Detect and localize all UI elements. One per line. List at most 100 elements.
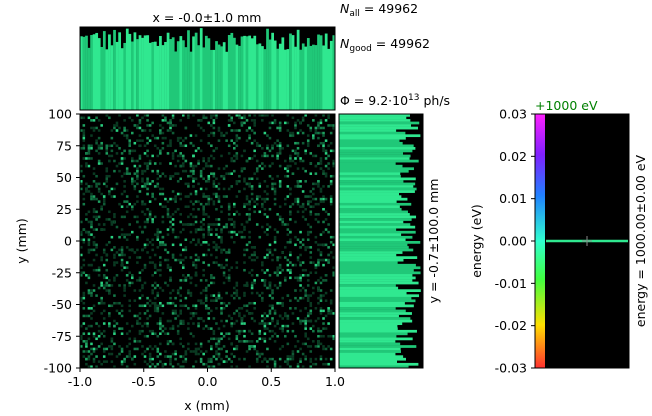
heatmap-pixel <box>220 205 223 208</box>
heatmap-pixel <box>110 154 114 158</box>
top-histogram-bar <box>199 28 203 111</box>
heatmap-pixel <box>169 177 172 181</box>
heatmap-pixel <box>319 289 323 292</box>
heatmap-pixel <box>153 271 157 275</box>
heatmap-pixel <box>299 261 302 264</box>
side-histogram-bar <box>339 291 407 295</box>
heatmap-pixel <box>169 141 172 145</box>
heatmap-pixel <box>220 154 223 158</box>
heatmap-pixel <box>319 357 323 361</box>
heatmap-pixel <box>179 152 182 155</box>
heatmap-pixel <box>153 304 157 308</box>
heatmap-pixel <box>238 180 241 183</box>
heatmap-pixel <box>278 141 282 145</box>
heatmap-pixel <box>82 136 86 140</box>
heatmap-pixel <box>153 345 157 348</box>
heatmap-pixel <box>215 322 218 325</box>
heatmap-pixel <box>100 299 103 302</box>
side-histogram-bar <box>339 307 396 310</box>
heatmap-pixel <box>184 136 188 140</box>
heatmap-pixel <box>327 167 330 170</box>
heatmap-pixel <box>95 141 98 145</box>
heatmap-pixel <box>189 164 193 168</box>
heatmap-pixel <box>100 144 103 148</box>
heatmap-pixel <box>123 126 126 130</box>
heatmap-pixel <box>304 207 307 211</box>
heatmap-pixel <box>243 116 246 120</box>
heatmap-pixel <box>286 360 290 363</box>
heatmap-pixel <box>166 284 170 287</box>
heatmap-pixel <box>153 197 157 201</box>
heatmap-pixel <box>194 164 198 168</box>
heatmap-pixel <box>220 266 223 269</box>
heatmap-pixel <box>329 141 333 145</box>
heatmap-pixel <box>159 263 162 267</box>
heatmap-pixel <box>82 174 86 178</box>
heatmap-pixel <box>146 136 149 140</box>
heatmap-pixel <box>125 129 129 132</box>
heatmap-pixel <box>169 139 172 142</box>
heatmap-pixel <box>148 329 152 333</box>
heatmap-pixel <box>92 172 96 175</box>
heatmap-pixel <box>136 167 139 170</box>
side-histogram-bar <box>339 243 408 247</box>
heatmap-pixel <box>220 347 223 351</box>
heatmap-pixel <box>263 154 267 158</box>
heatmap-pixel <box>220 307 223 310</box>
heatmap-pixel <box>80 299 83 302</box>
side-histogram <box>338 113 424 369</box>
heatmap-pixel <box>108 174 111 178</box>
heatmap-pixel <box>199 342 203 346</box>
heatmap-pixel <box>97 329 101 333</box>
heatmap-pixel <box>268 149 272 153</box>
heatmap-pixel <box>108 314 111 318</box>
heatmap-pixel <box>238 340 241 343</box>
heatmap-pixel <box>90 365 93 368</box>
heatmap-pixel <box>235 309 239 313</box>
heatmap-pixel <box>212 172 216 175</box>
heatmap-pixel <box>153 286 157 290</box>
heatmap-pixel <box>176 329 180 333</box>
side-histogram-bar <box>339 152 403 155</box>
heatmap-pixel <box>156 233 160 236</box>
heatmap-pixel <box>113 294 116 297</box>
heatmap-pixel <box>227 301 231 305</box>
heatmap-pixel <box>222 266 226 269</box>
heatmap-pixel <box>174 296 177 300</box>
heatmap-pixel <box>238 332 241 335</box>
heatmap-pixel <box>97 200 101 203</box>
heatmap-pixel <box>161 147 165 150</box>
heatmap-pixel <box>169 119 172 122</box>
heatmap-pixel <box>215 357 218 361</box>
heatmap-pixel <box>133 185 137 188</box>
heatmap-pixel <box>289 355 292 358</box>
heatmap-pixel <box>87 185 91 188</box>
heatmap-pixel <box>156 177 160 181</box>
heatmap-pixel <box>131 274 134 277</box>
heatmap-pixel <box>276 334 279 338</box>
heatmap-pixel <box>261 225 264 229</box>
heatmap-pixel <box>136 322 139 325</box>
heatmap-pixel <box>227 276 231 280</box>
heatmap-pixel <box>227 274 231 277</box>
heatmap-pixel <box>159 332 162 335</box>
heatmap-pixel <box>207 223 211 226</box>
heatmap-pixel <box>299 279 302 282</box>
heatmap-pixel <box>278 182 282 186</box>
heatmap-pixel <box>215 261 218 264</box>
heatmap-pixel <box>85 362 88 366</box>
heatmap-pixel <box>248 345 251 348</box>
heatmap-pixel <box>85 274 88 277</box>
heatmap-pixel <box>314 266 318 269</box>
heatmap-pixel <box>289 365 292 368</box>
heatmap-pixel <box>174 309 177 313</box>
heatmap-pixel <box>202 114 205 117</box>
heatmap-pixel <box>306 202 310 206</box>
heatmap-pixel <box>141 129 144 132</box>
energy-axis-label: energy (eV) <box>469 204 484 278</box>
heatmap-pixel <box>118 248 121 252</box>
heatmap-pixel <box>317 289 320 292</box>
heatmap-pixel <box>268 121 272 125</box>
top-histogram-bar <box>92 34 96 110</box>
heatmap-pixel <box>312 340 315 343</box>
